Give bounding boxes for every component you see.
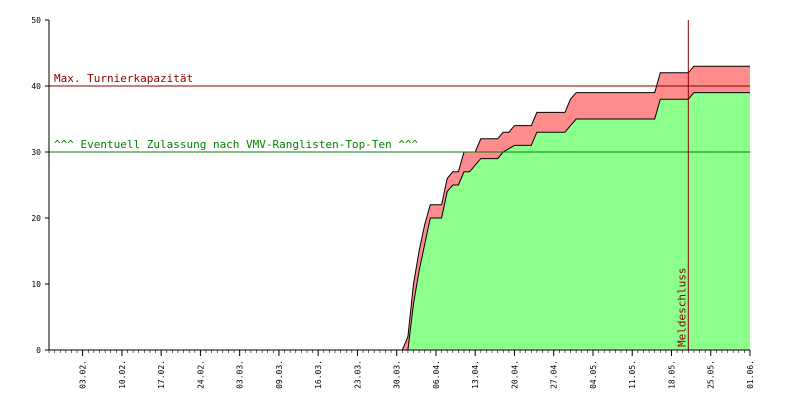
x-tick-label-10: 13.04. bbox=[471, 360, 480, 389]
hline-label-0: Max. Turnierkapazität bbox=[54, 72, 193, 85]
axes-group: 0 10 20 30 40 50 03.02. 10.02. 17.02. 24.02. 03.03… bbox=[31, 16, 755, 389]
x-tick-label-15: 18.05. bbox=[667, 360, 676, 389]
y-tick-label-2: 20 bbox=[31, 214, 41, 223]
series-outline-1 bbox=[49, 92, 750, 351]
y-tick-label-3: 30 bbox=[31, 148, 41, 157]
x-tick-label-13: 04.05. bbox=[589, 360, 598, 389]
x-tick-label-12: 27.04. bbox=[550, 360, 559, 389]
x-tick-label-2: 17.02. bbox=[157, 360, 166, 389]
y-tick-label-4: 40 bbox=[31, 82, 41, 91]
series-area-1 bbox=[49, 92, 750, 350]
y-tick-label-0: 0 bbox=[36, 346, 41, 355]
x-tick-label-1: 10.02. bbox=[118, 360, 127, 389]
hline-label-1: ^^^ Eventuell Zulassung nach VMV-Ranglis… bbox=[54, 138, 419, 151]
area-series-group bbox=[49, 65, 750, 351]
x-tick-label-9: 06.04. bbox=[432, 360, 441, 389]
x-tick-label-17: 01.06. bbox=[746, 360, 755, 389]
x-tick-label-0: 03.02. bbox=[79, 360, 88, 389]
y-tick-label-1: 10 bbox=[31, 280, 41, 289]
x-tick-label-11: 20.04. bbox=[510, 360, 519, 389]
x-tick-label-7: 23.03. bbox=[353, 360, 362, 389]
x-tick-label-5: 09.03. bbox=[275, 360, 284, 389]
series-outline-0 bbox=[49, 65, 750, 351]
x-tick-label-4: 03.03. bbox=[236, 360, 245, 389]
x-tick-label-14: 11.05. bbox=[628, 360, 637, 389]
reference-lines-group: Max. Turnierkapazität ^^^ Eventuell Zulas… bbox=[49, 20, 750, 350]
x-tick-label-16: 25.05. bbox=[707, 360, 716, 389]
x-tick-label-3: 24.02. bbox=[196, 360, 205, 389]
y-tick-label-5: 50 bbox=[31, 16, 41, 25]
vline-label-0: Meldeschluss bbox=[675, 268, 688, 347]
x-tick-label-6: 16.03. bbox=[314, 360, 323, 389]
x-tick-label-8: 30.03. bbox=[393, 360, 402, 389]
